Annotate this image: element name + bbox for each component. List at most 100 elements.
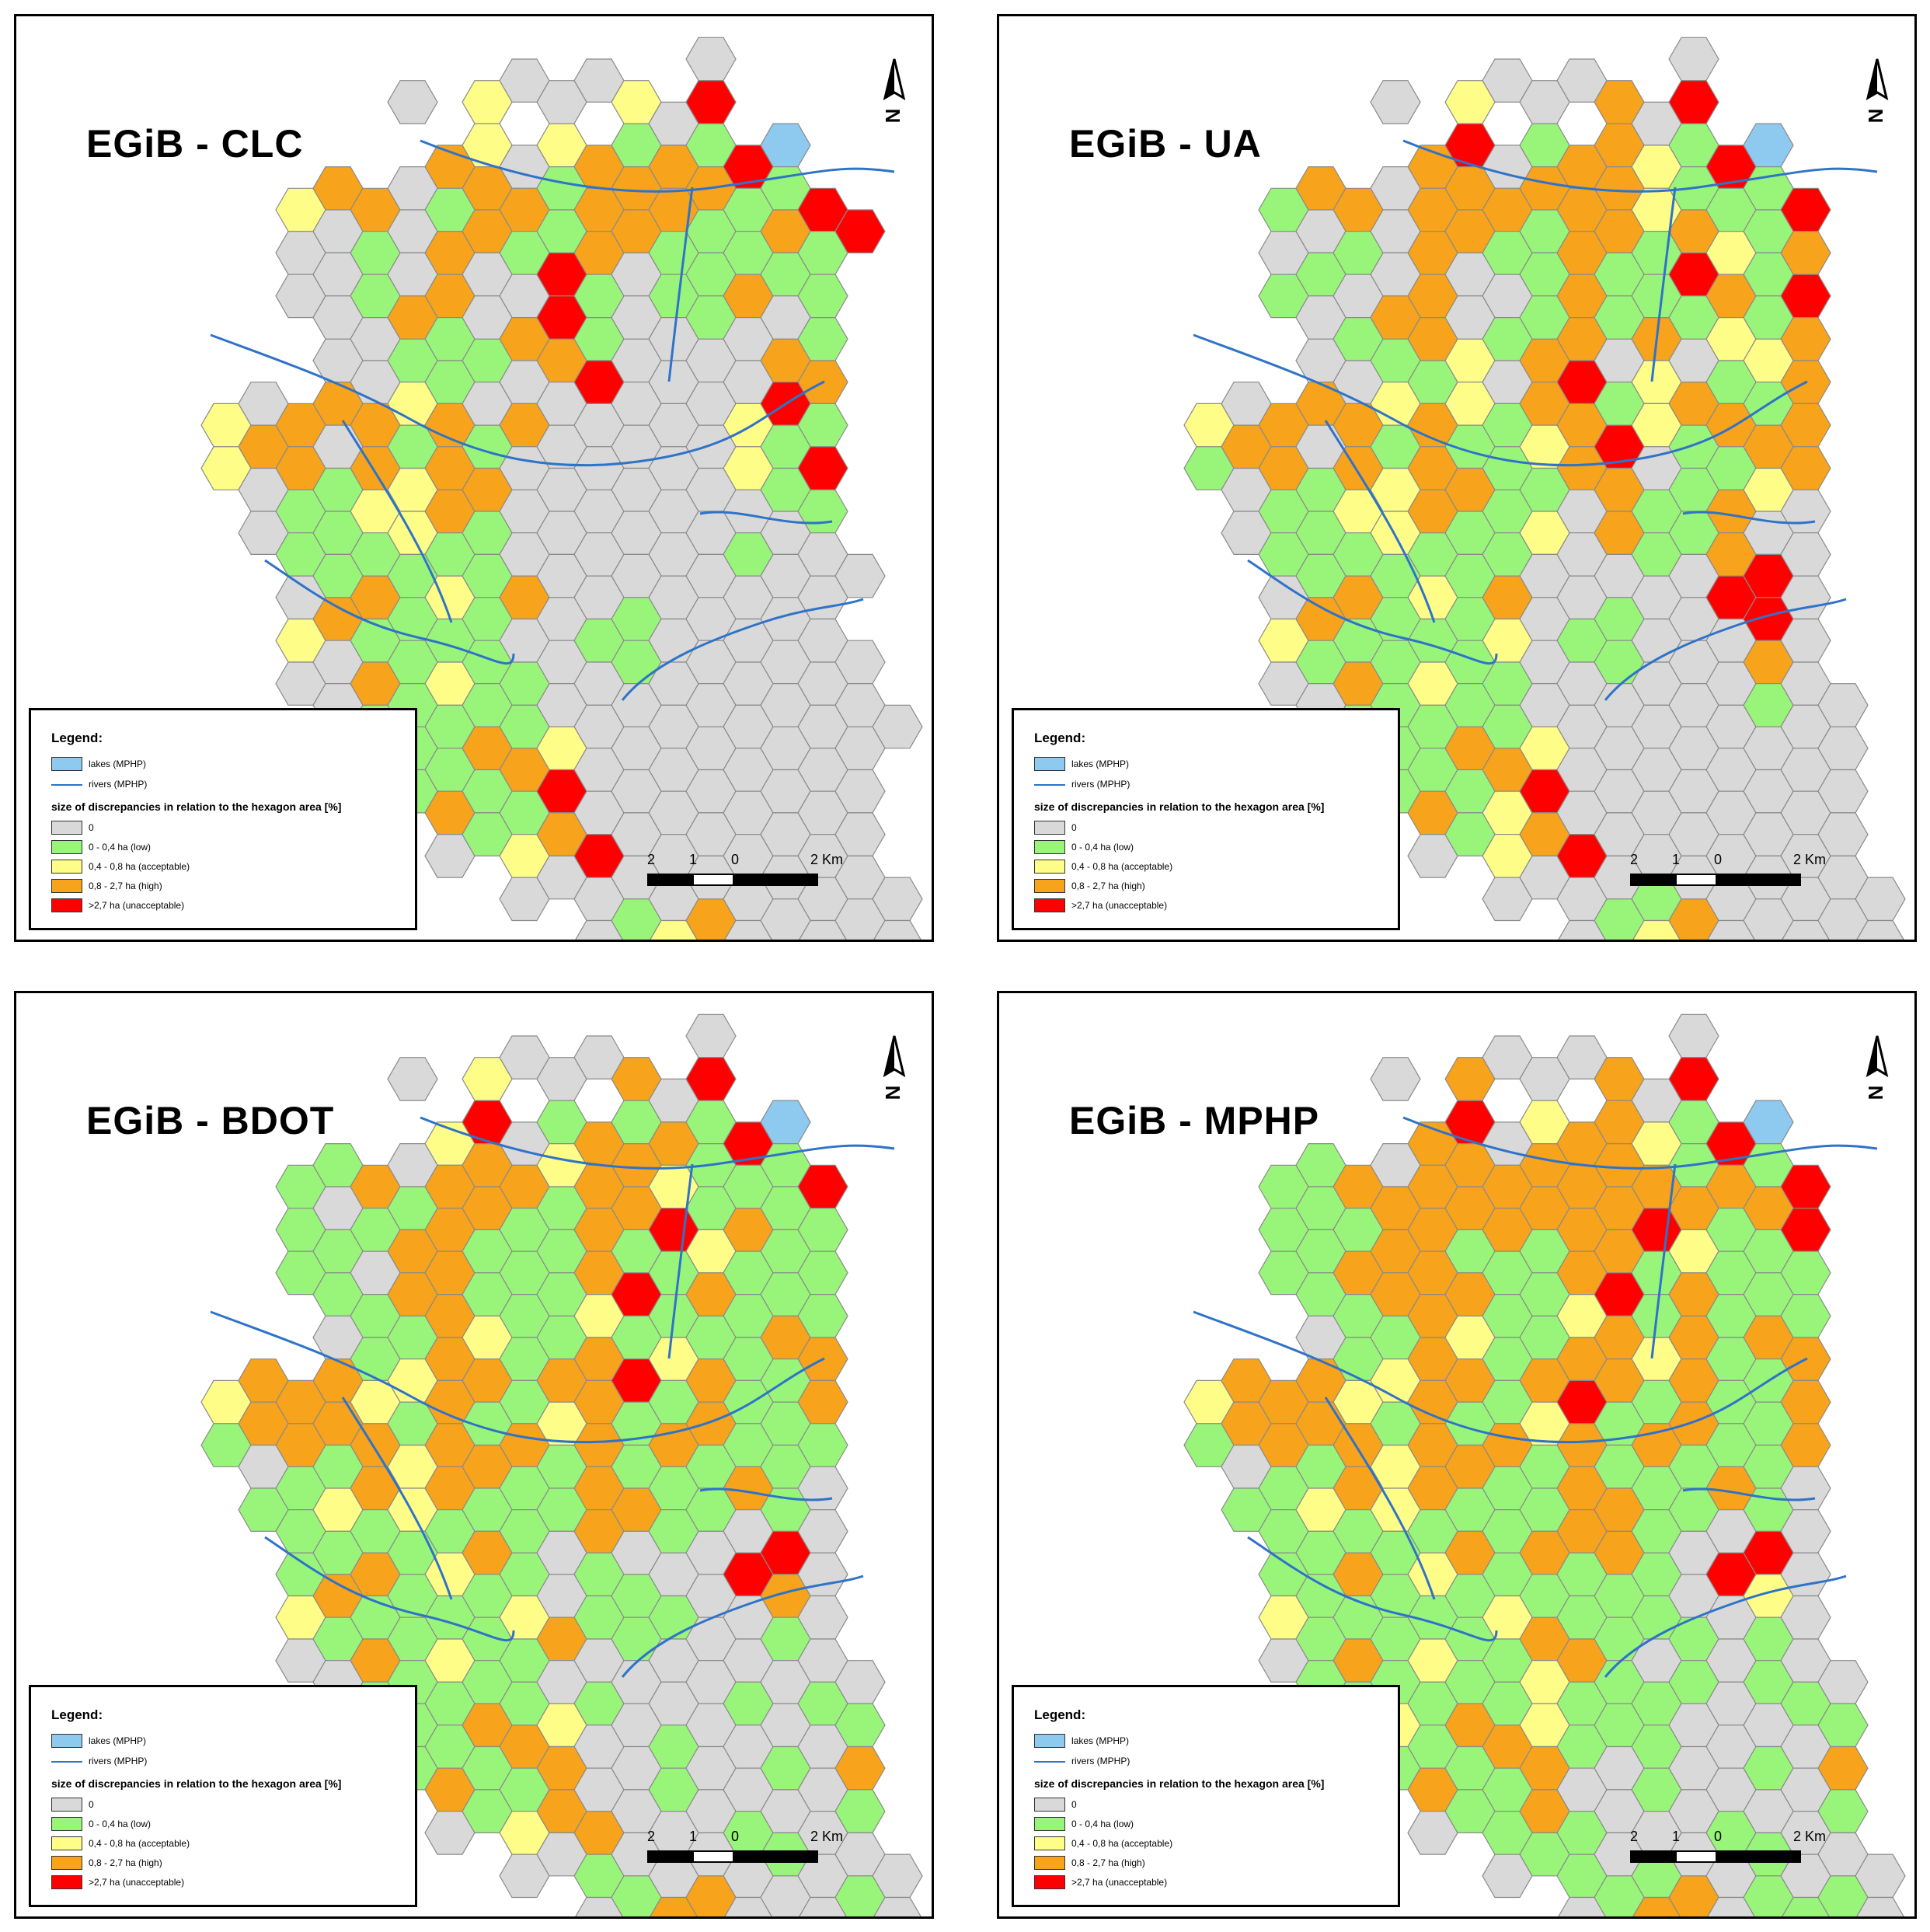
hexagon-cell (834, 1875, 886, 1916)
map-panel: EGiB - BDOT N Legend: lakes (MPHP) rivers (M… (14, 991, 934, 1919)
hexagon-cell (760, 1875, 811, 1916)
legend-row-class: 0,4 - 0,8 ha (acceptable) (1034, 858, 1172, 875)
scale-label: 2 (647, 852, 656, 867)
legend-swatch (1034, 821, 1065, 835)
legend-label: 0,8 - 2,7 ha (high) (1071, 881, 1145, 891)
hexagon-cell (387, 1057, 438, 1101)
legend-swatch (1034, 1734, 1065, 1748)
river-line (1193, 333, 1808, 467)
map-legend: Legend: lakes (MPHP) rivers (MPHP) size of … (1012, 1685, 1400, 1907)
legend-swatch (51, 1856, 82, 1870)
legend-swatch (51, 840, 82, 854)
legend-title: Legend: (1034, 1707, 1086, 1722)
hexagon-cell (1370, 1057, 1421, 1101)
legend-label: 0 - 0,4 ha (low) (1071, 842, 1134, 853)
river-line (264, 1536, 515, 1642)
legend-row-class: >2,7 ha (unacceptable) (1034, 1874, 1167, 1891)
hexagon-cell (1743, 898, 1794, 940)
legend-label: rivers (MPHP) (1071, 779, 1130, 790)
river-line (341, 420, 453, 623)
river-line (1604, 1575, 1847, 1678)
scale-label: 0 (731, 1829, 740, 1844)
scale-label: 1 (689, 852, 698, 867)
legend-swatch (51, 860, 82, 874)
legend-label: >2,7 ha (unacceptable) (89, 1877, 185, 1888)
legend-label: 0 (1071, 822, 1077, 833)
legend-subtitle: size of discrepancies in relation to the… (1034, 1777, 1325, 1790)
legend-row-lakes: lakes (MPHP) (51, 755, 146, 772)
legend-label: >2,7 ha (unacceptable) (1071, 900, 1168, 911)
legend-row-lakes: lakes (MPHP) (1034, 755, 1129, 772)
hexagon-cell (387, 80, 438, 124)
scale-segment (692, 1850, 734, 1863)
river-legend-swatch (51, 1754, 82, 1768)
scale-bar: 2 1 0 2 Km (1630, 852, 1826, 891)
legend-label: 0,4 - 0,8 ha (acceptable) (89, 861, 190, 872)
map-legend: Legend: lakes (MPHP) rivers (MPHP) size of … (1012, 708, 1400, 930)
river-line (1682, 511, 1816, 525)
scale-segment (692, 874, 734, 886)
hexagon-map (200, 1013, 923, 1916)
legend-label: 0 - 0,4 ha (low) (89, 1819, 152, 1829)
legend-title: Legend: (1034, 731, 1086, 745)
north-arrow-icon: N (881, 58, 906, 123)
hexagon-cell (834, 553, 886, 598)
hexagon-cell (873, 1896, 921, 1916)
legend-row-rivers: rivers (MPHP) (51, 776, 147, 793)
river-legend-swatch (51, 777, 82, 791)
scale-label: 2 (1630, 1829, 1639, 1844)
river-line (1247, 559, 1498, 665)
river-line (210, 333, 825, 467)
legend-swatch (1034, 757, 1065, 771)
legend-row-rivers: rivers (MPHP) (1034, 776, 1130, 793)
svg-text:N: N (881, 1086, 904, 1100)
hexagon-cell (1668, 37, 1719, 82)
legend-label: 0,8 - 2,7 ha (high) (89, 881, 162, 891)
legend-row-class: 0 - 0,4 ha (low) (51, 839, 151, 856)
river-line (667, 1163, 694, 1359)
legend-row-class: 0 - 0,4 ha (low) (51, 1815, 151, 1833)
hexagon-cell (1668, 898, 1719, 940)
map-legend: Legend: lakes (MPHP) rivers (MPHP) size of … (29, 708, 417, 930)
legend-swatch (1034, 1817, 1065, 1831)
legend-label: 0,4 - 0,8 ha (acceptable) (1071, 861, 1173, 872)
legend-row-class: 0,8 - 2,7 ha (high) (1034, 877, 1145, 895)
legend-row-class: 0,8 - 2,7 ha (high) (51, 1854, 162, 1871)
river-line (621, 1575, 864, 1678)
scale-segment (1630, 1850, 1675, 1863)
map-panel: EGiB - MPHP N Legend: lakes (MPHP) rivers (M… (997, 991, 1917, 1919)
legend-swatch (1034, 1836, 1065, 1850)
legend-label: >2,7 ha (unacceptable) (89, 900, 185, 911)
river-legend-swatch (1034, 777, 1065, 791)
legend-swatch (51, 821, 82, 835)
hexagon-map (200, 37, 923, 940)
legend-swatch (51, 757, 82, 771)
map-title: EGiB - CLC (86, 122, 304, 166)
scale-segment (647, 874, 692, 886)
legend-label: lakes (MPHP) (89, 1735, 147, 1746)
legend-label: lakes (MPHP) (1071, 1735, 1130, 1746)
legend-row-rivers: rivers (MPHP) (51, 1752, 147, 1770)
legend-swatch (1034, 1875, 1065, 1889)
hexagon-cell (1743, 1875, 1794, 1916)
scale-label: 0 (1714, 852, 1723, 867)
scale-label: 1 (1672, 1829, 1681, 1844)
river-line (699, 1487, 833, 1501)
scale-segment (647, 1850, 692, 1863)
scale-segment (1675, 1850, 1717, 1863)
river-line (1402, 1116, 1878, 1170)
river-line (1324, 1397, 1436, 1600)
svg-text:N: N (1864, 109, 1887, 124)
legend-row-class: 0,4 - 0,8 ha (acceptable) (1034, 1835, 1172, 1852)
legend-label: 0,4 - 0,8 ha (acceptable) (1071, 1838, 1173, 1849)
legend-swatch (51, 1817, 82, 1831)
hexagon-cell (1856, 919, 1904, 940)
north-arrow-icon: N (1864, 1035, 1889, 1100)
scale-segment (1717, 1850, 1801, 1863)
scale-bar-segments (1630, 874, 1801, 886)
hexagon-map (1183, 37, 1906, 940)
scale-label: 2 Km (810, 852, 844, 867)
scale-segment (734, 874, 818, 886)
legend-row-class: >2,7 ha (unacceptable) (51, 897, 184, 914)
hexagon-cell (1856, 1896, 1904, 1916)
